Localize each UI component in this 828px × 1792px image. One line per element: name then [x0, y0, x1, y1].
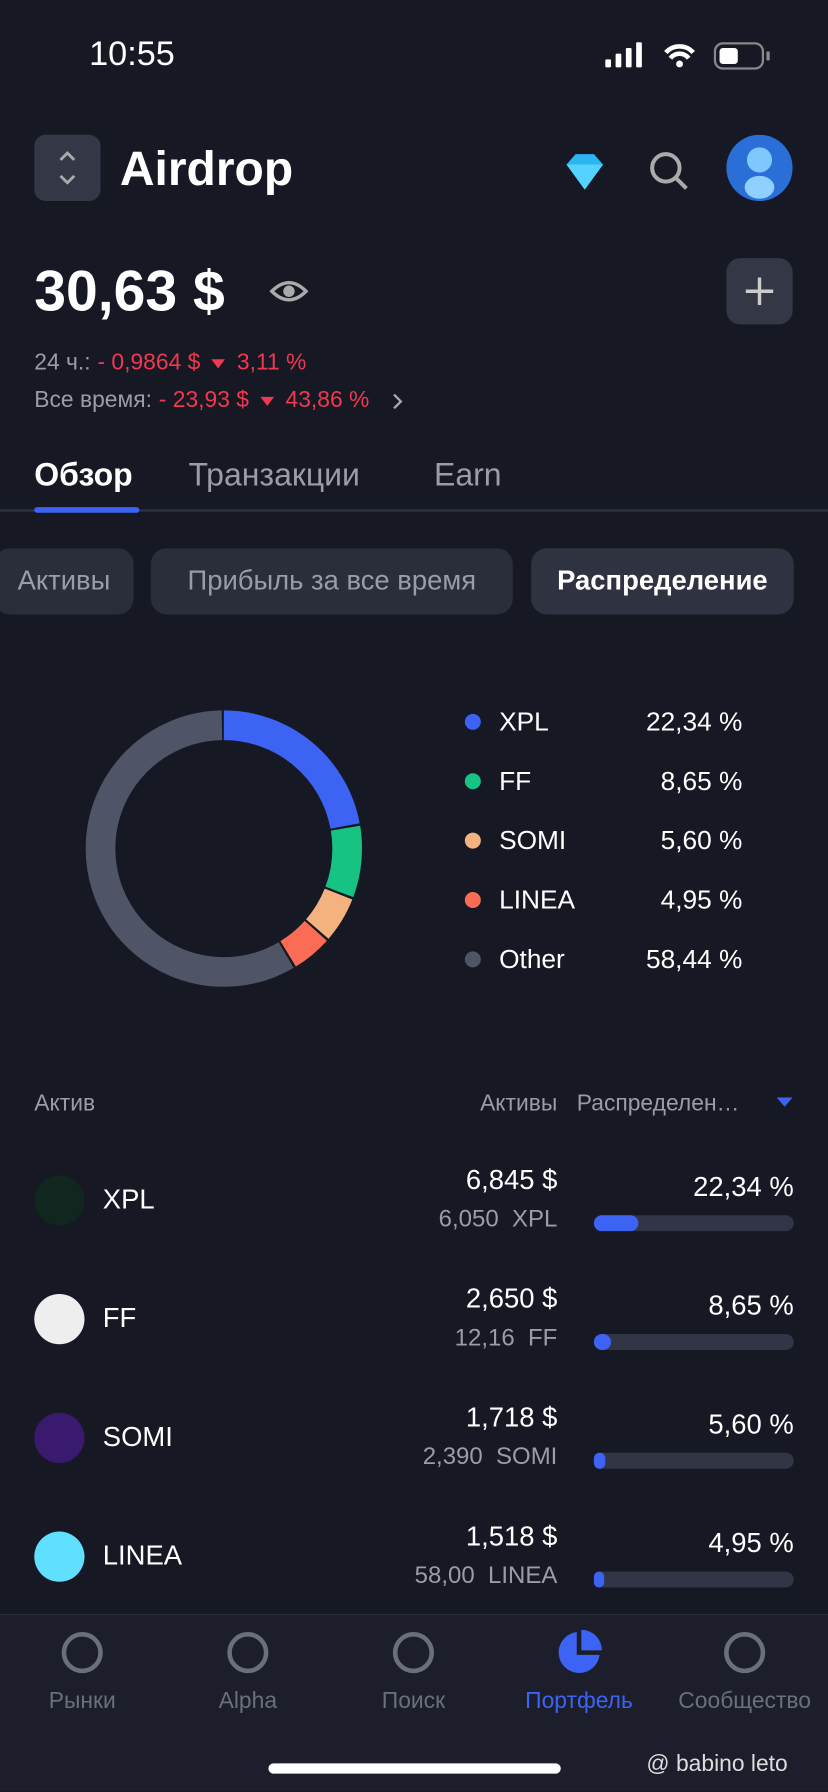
legend-value: 22,34 %: [645, 706, 743, 737]
change-pct: 3,11 %: [236, 350, 307, 376]
legend-value: 58,44 %: [645, 943, 743, 974]
asset-amount: 6,050 XPL: [438, 1206, 558, 1233]
table-header[interactable]: Активы: [480, 1091, 558, 1117]
asset-amount: 2,390 SOMI: [422, 1443, 558, 1470]
asset-icon: [34, 1531, 85, 1582]
asset-share: 8,65 %: [708, 1290, 794, 1322]
asset-value: 1,718 $: [465, 1402, 558, 1434]
donut-segment: [85, 710, 363, 987]
asset-name[interactable]: XPL: [102, 1184, 155, 1216]
asset-value: 2,650 $: [465, 1283, 558, 1315]
asset-icon: [34, 1175, 85, 1226]
donut-segment: [85, 710, 363, 987]
label: Все время:: [34, 387, 152, 413]
legend-dot: [464, 773, 481, 790]
nav-label[interactable]: Alpha: [218, 1688, 278, 1714]
nav-icon[interactable]: [720, 1627, 770, 1677]
share-track: [593, 1215, 794, 1232]
nav-label[interactable]: Поиск: [381, 1688, 446, 1714]
nav-icon[interactable]: [388, 1627, 438, 1677]
change-pct: 43,86 %: [285, 387, 370, 413]
nav-label[interactable]: Портфель: [525, 1688, 633, 1714]
legend-value: 8,65 %: [660, 765, 743, 796]
donut-segment: [85, 710, 363, 987]
change-all[interactable]: Все время: - 23,93 $ 43,86 %: [34, 388, 412, 414]
asset-amount: 12,16 FF: [454, 1324, 558, 1352]
asset-value: 6,845 $: [465, 1164, 558, 1196]
table-header[interactable]: Распределен…: [576, 1091, 740, 1117]
legend-dot: [464, 891, 481, 908]
legend-dot: [464, 713, 481, 730]
asset-value: 1,518 $: [465, 1521, 558, 1553]
watermark: @ babino leto: [646, 1751, 788, 1777]
nav-icon[interactable]: [57, 1627, 107, 1677]
share-track: [593, 1571, 794, 1588]
asset-amount: 58,00 LINEA: [414, 1562, 558, 1589]
nav-icon[interactable]: [554, 1627, 604, 1677]
asset-icon: [34, 1293, 85, 1345]
status-icons: [605, 42, 770, 70]
status-time: 10:55: [89, 35, 175, 74]
share-bar: [593, 1215, 639, 1232]
chip[interactable]: Активы: [0, 548, 134, 615]
legend-dot: [464, 832, 481, 849]
change: - 0,9864 $: [97, 350, 201, 376]
share-bar: [593, 1452, 606, 1469]
eye-icon[interactable]: [269, 274, 309, 308]
asset-share: 22,34 %: [693, 1171, 794, 1203]
legend-label: LINEA: [499, 884, 576, 915]
balance: 30,63 $: [34, 259, 225, 324]
asset-name[interactable]: SOMI: [102, 1421, 173, 1453]
asset-name[interactable]: LINEA: [102, 1540, 183, 1572]
chip[interactable]: Распределение: [531, 548, 794, 615]
tab[interactable]: Транзакции: [188, 456, 360, 493]
tab[interactable]: Обзор: [34, 456, 133, 493]
add-button[interactable]: [726, 258, 793, 325]
search-icon[interactable]: [646, 148, 692, 194]
share-track: [593, 1333, 794, 1350]
chip[interactable]: Прибыль за все время: [150, 548, 513, 615]
legend-value: 5,60 %: [660, 825, 743, 855]
asset-name[interactable]: FF: [102, 1303, 137, 1334]
donut-chart: [85, 710, 363, 987]
share-track: [593, 1452, 794, 1469]
legend-label: XPL: [499, 706, 549, 737]
label: 24 ч.:: [34, 350, 91, 376]
asset-share: 4,95 %: [708, 1528, 794, 1559]
change-24h: 24 ч.: - 0,9864 $ 3,11 %: [34, 350, 306, 376]
share-bar: [593, 1333, 612, 1350]
legend-value: 4,95 %: [660, 884, 743, 915]
table-header: Актив: [34, 1091, 96, 1117]
change: - 23,93 $: [158, 387, 249, 413]
legend-label: SOMI: [499, 825, 567, 855]
nav-label[interactable]: Сообщество: [678, 1688, 811, 1714]
home-indicator: [268, 1763, 561, 1774]
diamond-icon[interactable]: [560, 151, 610, 197]
switch-button[interactable]: [34, 134, 101, 202]
legend-label: Other: [499, 943, 565, 974]
asset-share: 5,60 %: [708, 1409, 794, 1441]
portfolio-title: Airdrop: [119, 141, 294, 196]
share-bar: [593, 1571, 604, 1588]
legend-label: FF: [499, 765, 532, 796]
avatar[interactable]: [726, 134, 793, 202]
nav-bar: [0, 1613, 828, 1791]
legend-dot: [464, 951, 481, 968]
nav-label[interactable]: Рынки: [48, 1688, 116, 1714]
nav-icon[interactable]: [223, 1627, 273, 1677]
asset-icon: [34, 1412, 85, 1464]
tab[interactable]: Earn: [433, 456, 502, 493]
